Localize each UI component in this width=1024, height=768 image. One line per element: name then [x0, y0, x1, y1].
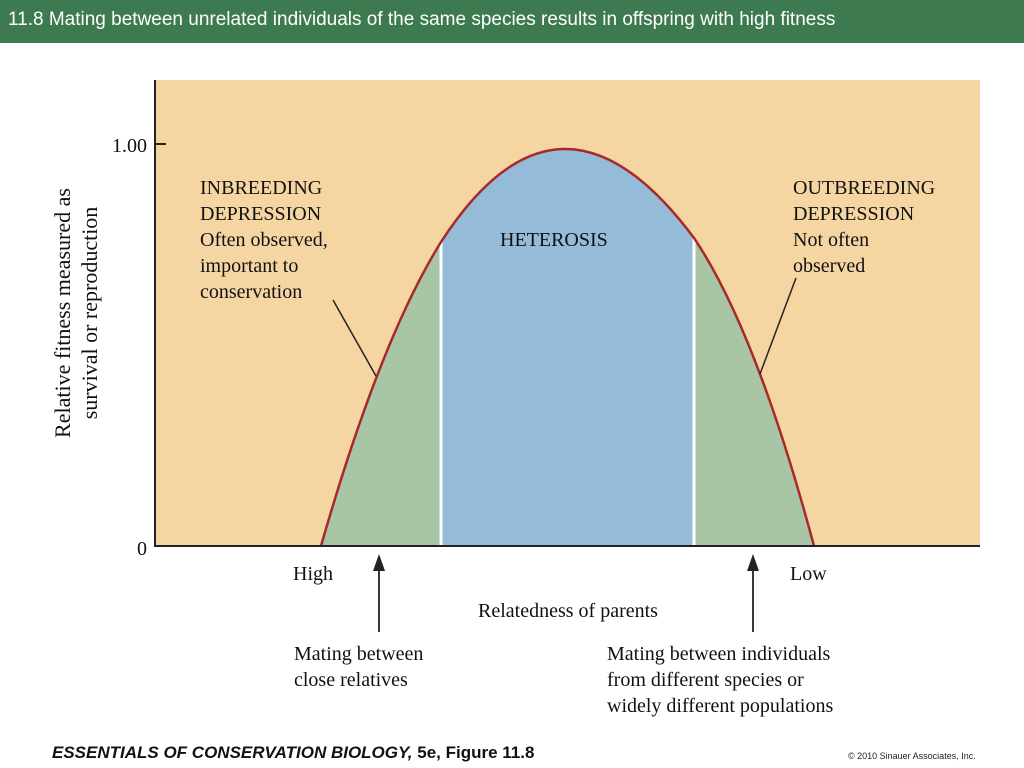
footer-book-title: ESSENTIALS OF CONSERVATION BIOLOGY,	[52, 743, 413, 762]
x-right-label: Low	[790, 563, 827, 585]
right-caption-line-2: from different species or	[607, 669, 804, 691]
y-tick-label-top: 1.00	[112, 135, 147, 157]
inbreeding-line-5: conservation	[200, 281, 302, 303]
x-axis-label: Relatedness of parents	[478, 600, 658, 622]
inbreeding-line-4: important to	[200, 255, 298, 277]
inbreeding-line-3: Often observed,	[200, 229, 328, 251]
y-axis-label: Relative fitness measured as survival or…	[50, 188, 102, 438]
outbreeding-line-4: observed	[793, 255, 865, 277]
left-caption-line-2: close relatives	[294, 669, 408, 691]
left-arrow	[373, 554, 385, 632]
inbreeding-region	[321, 242, 441, 546]
outbreeding-leader-line	[759, 277, 797, 375]
outbreeding-line-3: Not often	[793, 229, 869, 251]
heterosis-label: HETEROSIS	[500, 229, 608, 251]
footer-copyright: © 2010 Sinauer Associates, Inc.	[848, 751, 976, 761]
inbreeding-annotation: INBREEDING DEPRESSION Often observed, im…	[200, 177, 328, 303]
inbreeding-line-2: DEPRESSION	[200, 203, 321, 225]
inbreeding-line-1: INBREEDING	[200, 177, 322, 199]
left-caption-line-1: Mating between	[294, 643, 423, 665]
right-caption-line-3: widely different populations	[607, 695, 833, 717]
outbreeding-line-2: DEPRESSION	[793, 203, 914, 225]
y-tick-label-bottom: 0	[137, 538, 147, 560]
slide-title: 11.8 Mating between unrelated individual…	[8, 9, 836, 30]
right-arrow	[747, 554, 759, 632]
outbreeding-region	[694, 238, 814, 546]
outbreeding-line-1: OUTBREEDING	[793, 177, 935, 199]
y-axis-label-line1: Relative fitness measured as	[50, 188, 75, 438]
footer-citation: ESSENTIALS OF CONSERVATION BIOLOGY, 5e, …	[52, 743, 534, 763]
right-caption-line-1: Mating between individuals	[607, 643, 831, 665]
outbreeding-annotation: OUTBREEDING DEPRESSION Not often observe…	[793, 177, 935, 277]
fitness-curve	[319, 147, 816, 547]
x-left-label: High	[293, 563, 333, 585]
heterosis-region	[441, 148, 694, 546]
title-bar: 11.8 Mating between unrelated individual…	[0, 0, 1024, 43]
y-axis-label-line2: survival or reproduction	[77, 207, 102, 420]
footer-figure-ref: 5e, Figure 11.8	[412, 743, 535, 762]
inbreeding-leader-line	[332, 299, 377, 377]
